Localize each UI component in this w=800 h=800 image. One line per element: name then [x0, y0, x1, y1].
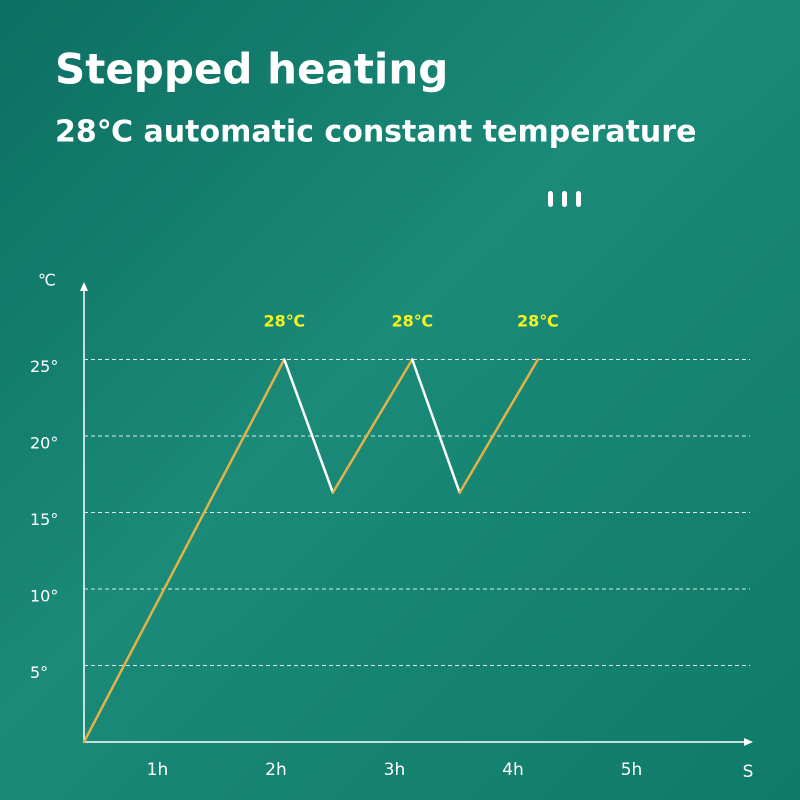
- chart-subtitle: 28℃ automatic constant temperature: [55, 115, 696, 150]
- y-tick-label: 15°: [30, 510, 58, 529]
- y-tick-label: 25°: [30, 357, 58, 376]
- peak-label: 28℃: [391, 312, 433, 331]
- peak-label: 28℃: [263, 312, 305, 331]
- x-tick-label: 4h: [502, 760, 524, 780]
- x-tick-label: 5h: [621, 760, 643, 780]
- decoration: [548, 191, 581, 207]
- x-axis-label: S: [743, 762, 754, 782]
- axes: [80, 282, 753, 746]
- line-segment: [411, 358, 461, 494]
- x-tick-label: 3h: [384, 760, 406, 780]
- line-segment: [458, 358, 540, 494]
- y-axis-label: ℃: [38, 271, 56, 290]
- x-tick-label: 1h: [147, 760, 169, 780]
- line-segment: [82, 358, 286, 744]
- line-segment: [283, 358, 335, 494]
- line-segment: [331, 358, 414, 494]
- y-tick-label: 10°: [30, 587, 58, 606]
- x-tick-label: 2h: [265, 760, 287, 780]
- y-tick-label: 5°: [30, 663, 48, 682]
- y-tick-label: 20°: [30, 434, 58, 453]
- peak-label: 28℃: [517, 312, 559, 331]
- chart-title: Stepped heating: [55, 45, 448, 94]
